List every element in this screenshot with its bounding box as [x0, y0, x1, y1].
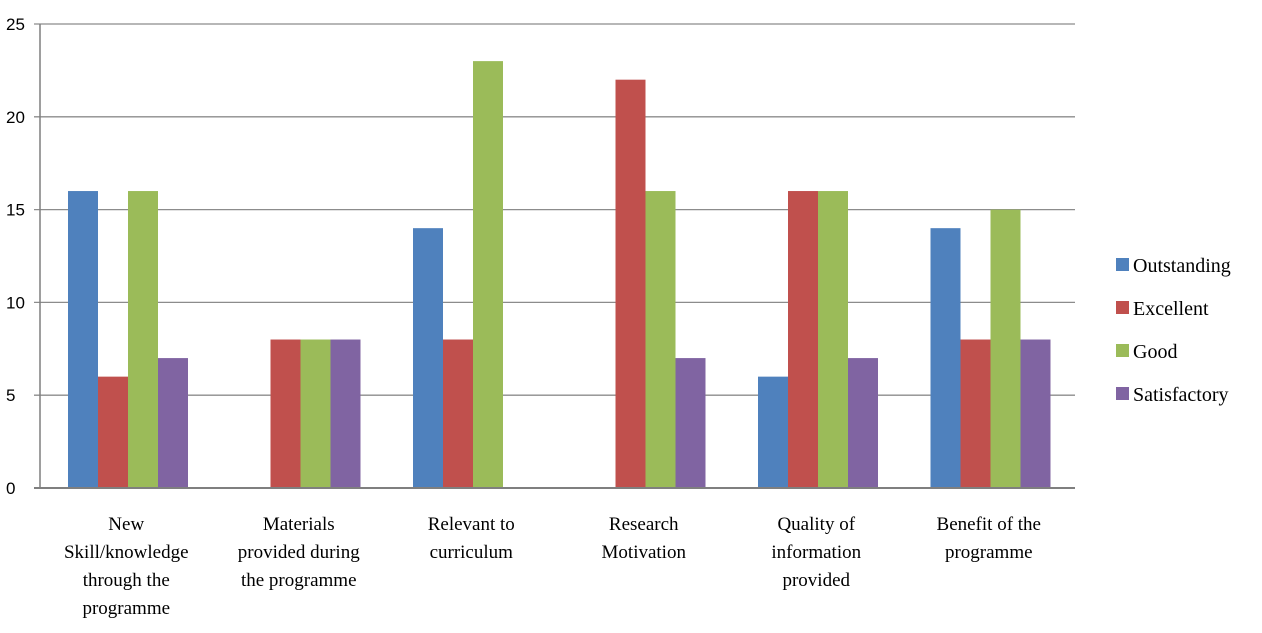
x-category-label-line: Benefit of the [937, 514, 1041, 535]
bar-good-5 [990, 209, 1021, 488]
x-category-label-line: programme [945, 542, 1033, 563]
bar-outstanding-4 [758, 376, 788, 488]
bar-excellent-1 [270, 339, 301, 488]
legend-label-excellent: Excellent [1133, 298, 1209, 320]
y-tick-label: 0 [6, 479, 15, 498]
bar-satisfactory-4 [848, 358, 878, 488]
y-axis-tick-labels: 0 5 10 15 20 25 [6, 15, 25, 498]
bar-satisfactory-0 [158, 358, 188, 488]
bar-excellent-3 [615, 79, 646, 489]
bar-good-3 [645, 191, 676, 489]
bar-good-1 [300, 339, 331, 488]
x-category-label-line: Motivation [602, 542, 687, 563]
x-category-label-line: provided during [238, 542, 360, 563]
y-tick-label: 20 [6, 108, 25, 127]
x-category-label-line: the programme [241, 570, 357, 591]
x-category-label-line: through the [83, 570, 170, 591]
bar-outstanding-2 [413, 228, 443, 488]
x-category-label: Research Motivation [602, 514, 687, 563]
x-category-label: Benefit of the programme [937, 514, 1041, 563]
x-category-label: Relevant to curriculum [428, 514, 515, 563]
legend-swatch-good [1116, 344, 1129, 357]
x-category-label-line: Materials [263, 514, 335, 535]
x-category-label-line: curriculum [430, 542, 514, 563]
y-tick-label: 10 [6, 293, 25, 312]
bar-excellent-4 [788, 191, 818, 489]
bars [68, 61, 1051, 489]
x-category-label: Quality of information provided [771, 514, 861, 591]
x-category-label: Materials provided during the programme [238, 514, 360, 591]
x-category-label-line: Skill/knowledge [64, 542, 189, 563]
bar-good-4 [818, 191, 848, 489]
x-axis-category-labels: New Skill/knowledge through the programme Ma… [64, 514, 1041, 619]
x-category-label-line: programme [82, 598, 170, 619]
legend-label-good: Good [1133, 341, 1177, 363]
x-category-label-line: provided [782, 570, 850, 591]
legend: Outstanding Excellent Good Satisfactory [1116, 255, 1231, 406]
y-tick-label: 15 [6, 201, 25, 220]
gridlines [34, 23, 1075, 396]
legend-label-satisfactory: Satisfactory [1133, 384, 1229, 406]
x-category-label: New Skill/knowledge through the programme [64, 514, 189, 619]
bar-outstanding-0 [68, 191, 98, 489]
bar-excellent-5 [960, 339, 991, 488]
legend-swatch-satisfactory [1116, 387, 1129, 400]
x-category-label-line: Research [609, 514, 679, 535]
bar-excellent-2 [443, 339, 473, 488]
x-category-label-line: information [771, 542, 861, 563]
x-category-label-line: Relevant to [428, 514, 515, 535]
legend-label-outstanding: Outstanding [1133, 255, 1231, 277]
legend-swatch-excellent [1116, 301, 1129, 314]
bar-satisfactory-3 [675, 358, 706, 488]
axes [34, 24, 1075, 489]
y-tick-label: 25 [6, 15, 25, 34]
legend-swatch-outstanding [1116, 258, 1129, 271]
bar-good-0 [128, 191, 158, 489]
bar-satisfactory-5 [1020, 339, 1051, 488]
bar-satisfactory-1 [330, 339, 361, 488]
bar-good-2 [473, 61, 503, 489]
bar-outstanding-5 [930, 228, 961, 488]
x-category-label-line: Quality of [777, 514, 855, 535]
y-tick-label: 5 [6, 386, 15, 405]
x-category-label-line: New [108, 514, 144, 535]
bar-excellent-0 [98, 376, 128, 488]
